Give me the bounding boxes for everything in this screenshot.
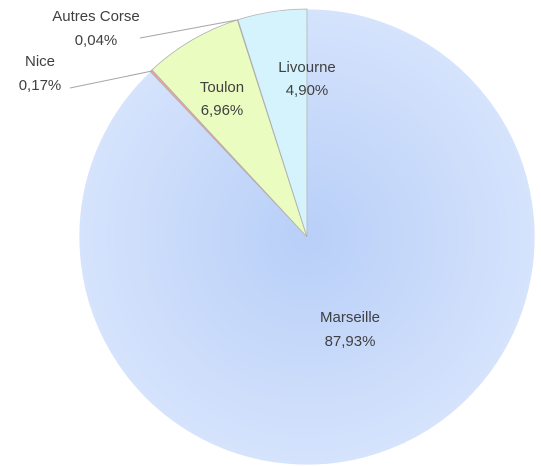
slice-label: Marseille <box>320 309 380 326</box>
slice-label: Toulon <box>200 79 244 96</box>
pie-slice <box>78 8 536 466</box>
slice-label: Nice <box>25 53 55 70</box>
slice-value: 4,90% <box>286 82 329 99</box>
slice-label: Livourne <box>278 59 336 76</box>
slice-value: 6,96% <box>201 102 244 119</box>
slice-label: Autres Corse <box>52 8 140 25</box>
leader-line <box>139 19 238 39</box>
slice-value: 0,04% <box>75 32 118 49</box>
slice-value: 0,17% <box>19 77 62 94</box>
slice-value: 87,93% <box>325 333 376 350</box>
leader-line <box>69 70 153 89</box>
pie-slice <box>237 8 308 238</box>
